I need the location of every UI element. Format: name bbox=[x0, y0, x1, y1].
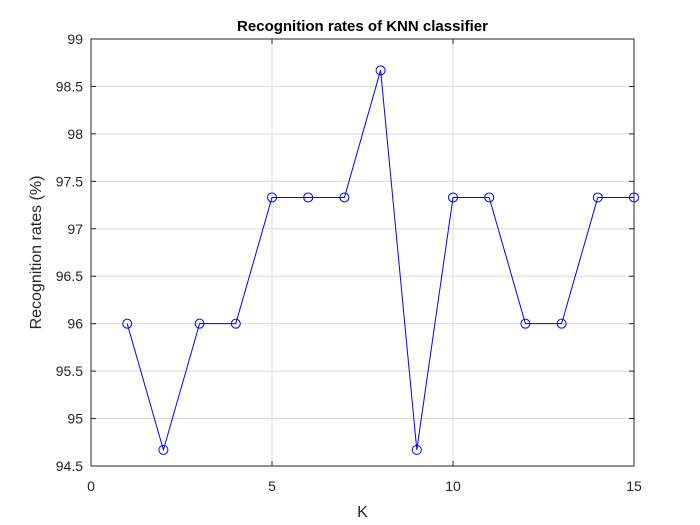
y-tick-label: 98 bbox=[67, 126, 83, 142]
data-point-marker bbox=[158, 444, 169, 455]
x-tick-label: 5 bbox=[268, 478, 276, 494]
y-tick-label: 97.5 bbox=[56, 173, 83, 189]
y-tick-label: 96 bbox=[67, 316, 83, 332]
y-tick-label: 97 bbox=[67, 221, 83, 237]
series-group bbox=[122, 65, 639, 455]
y-axis-label: Recognition rates (%) bbox=[28, 176, 45, 330]
x-tick-label: 15 bbox=[626, 478, 642, 494]
y-tick-labels: 94.5 95 95.5 96 96.5 97 97.5 98 98.5 99 bbox=[56, 31, 83, 474]
data-point-marker bbox=[411, 444, 422, 455]
y-tick-label: 98.5 bbox=[56, 78, 83, 94]
data-point-marker bbox=[484, 192, 495, 203]
chart-title: Recognition rates of KNN classifier bbox=[237, 18, 488, 35]
axis-ticks bbox=[90, 38, 635, 467]
x-tick-labels: 0 5 10 15 bbox=[87, 478, 642, 494]
plot-frame bbox=[90, 38, 635, 467]
data-point-marker bbox=[303, 192, 314, 203]
data-point-marker bbox=[267, 192, 277, 203]
data-point-marker bbox=[556, 318, 567, 329]
y-tick-label: 96.5 bbox=[56, 268, 83, 284]
data-point-marker bbox=[230, 318, 241, 329]
data-point-marker bbox=[375, 65, 386, 76]
y-tick-label: 95.5 bbox=[56, 363, 83, 379]
data-point-marker bbox=[592, 192, 603, 203]
data-point-marker bbox=[122, 318, 133, 329]
x-axis-label: K bbox=[357, 504, 368, 521]
data-point-marker bbox=[339, 192, 350, 203]
data-point-marker bbox=[448, 192, 458, 203]
x-tick-label: 0 bbox=[87, 478, 95, 494]
y-tick-label: 94.5 bbox=[56, 458, 83, 474]
data-point-marker bbox=[194, 318, 205, 329]
x-tick-label: 10 bbox=[445, 478, 461, 494]
y-tick-label: 95 bbox=[67, 411, 83, 427]
data-point-marker bbox=[520, 318, 531, 329]
plot-area bbox=[91, 39, 634, 466]
y-tick-label: 99 bbox=[67, 31, 83, 47]
series-line bbox=[126, 70, 634, 452]
